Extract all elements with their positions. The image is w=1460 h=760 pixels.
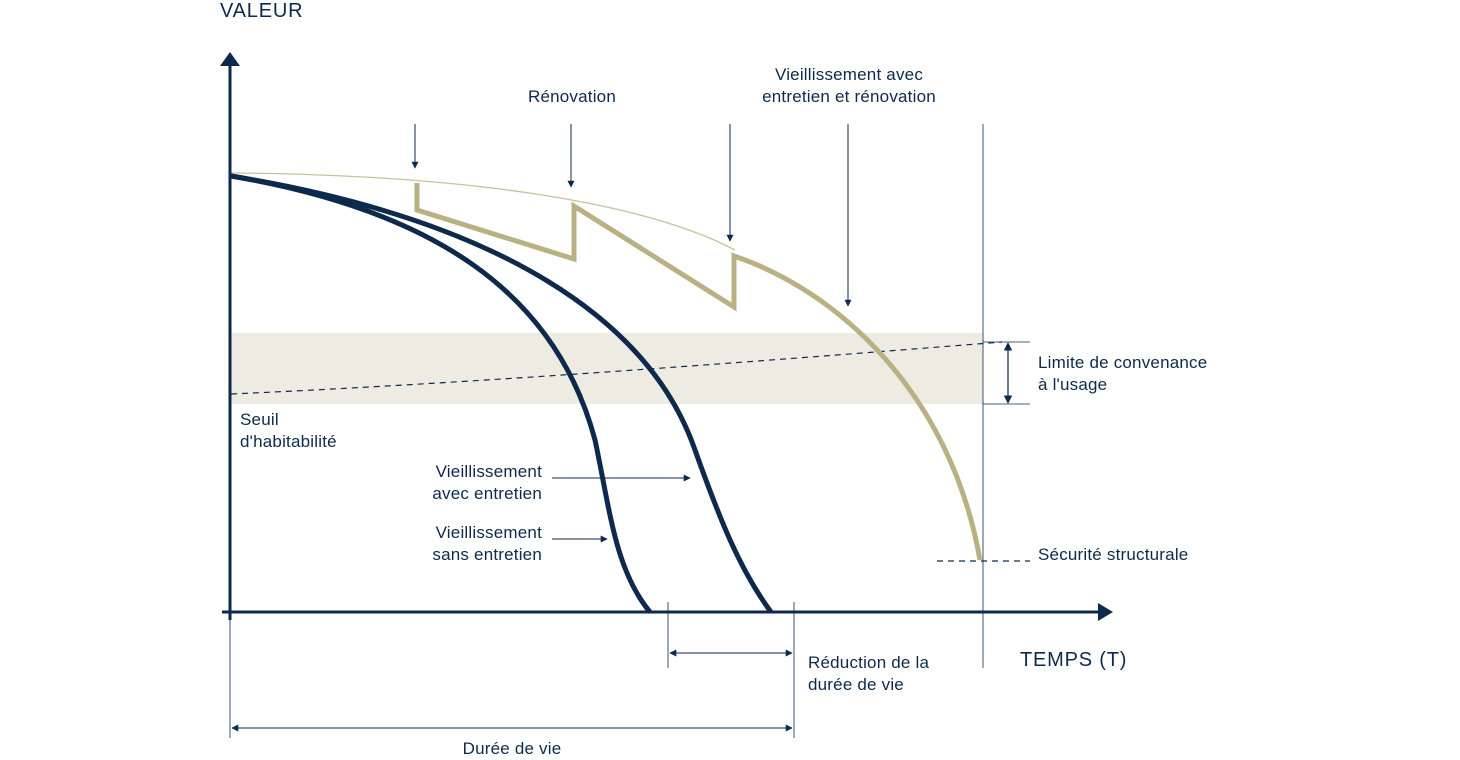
aging-full-label: Vieillissement avec entretien et rénovat… (730, 64, 968, 108)
x-axis-label: TEMPS (T) (1020, 649, 1128, 671)
habitability-threshold-label-line2: d'habitabilité (240, 432, 337, 451)
aging-with-label-line1: Vieillissement (435, 462, 542, 481)
usability-limit-label-line1: Limite de convenance (1038, 353, 1208, 372)
aging-full-label-line1: Vieillissement avec (774, 65, 924, 84)
aging-without-label-line2: sans entretien (432, 545, 542, 564)
usability-limit-band (231, 333, 983, 404)
aging-with-maintenance-label: Vieillissement avec entretien (380, 461, 542, 505)
structural-safety-label: Sécurité structurale (1038, 545, 1189, 564)
aging-without-label-line1: Vieillissement (435, 523, 542, 542)
lifespan-label: Durée de vie (462, 739, 562, 758)
ideal-value-curve (230, 172, 736, 251)
usability-limit-label-line2: à l'usage (1038, 375, 1108, 394)
lifespan-reduction-label: Réduction de la durée de vie (808, 652, 929, 696)
aging-without-maintenance-label: Vieillissement sans entretien (380, 522, 542, 566)
reduction-label-line2: durée de vie (808, 675, 904, 694)
x-axis-arrowhead (1098, 603, 1113, 621)
usability-limit-label: Limite de convenance à l'usage (1038, 352, 1207, 396)
aging-without-maintenance-curve (230, 173, 652, 614)
habitability-threshold-line (230, 341, 1003, 395)
habitability-threshold-label-line1: Seuil (240, 410, 279, 429)
renovation-label: Rénovation (527, 87, 616, 106)
reduction-label-line1: Réduction de la (808, 653, 930, 672)
aging-maintenance-renovation-curve (414, 183, 983, 561)
y-axis-label: VALEUR (220, 0, 304, 22)
aging-with-maintenance-curve (230, 173, 774, 614)
y-axis-arrowhead (220, 52, 240, 66)
aging-full-label-line2: entretien et rénovation (762, 87, 936, 106)
aging-with-label-line2: avec entretien (432, 484, 542, 503)
habitability-threshold-label: Seuil d'habitabilité (240, 409, 337, 453)
